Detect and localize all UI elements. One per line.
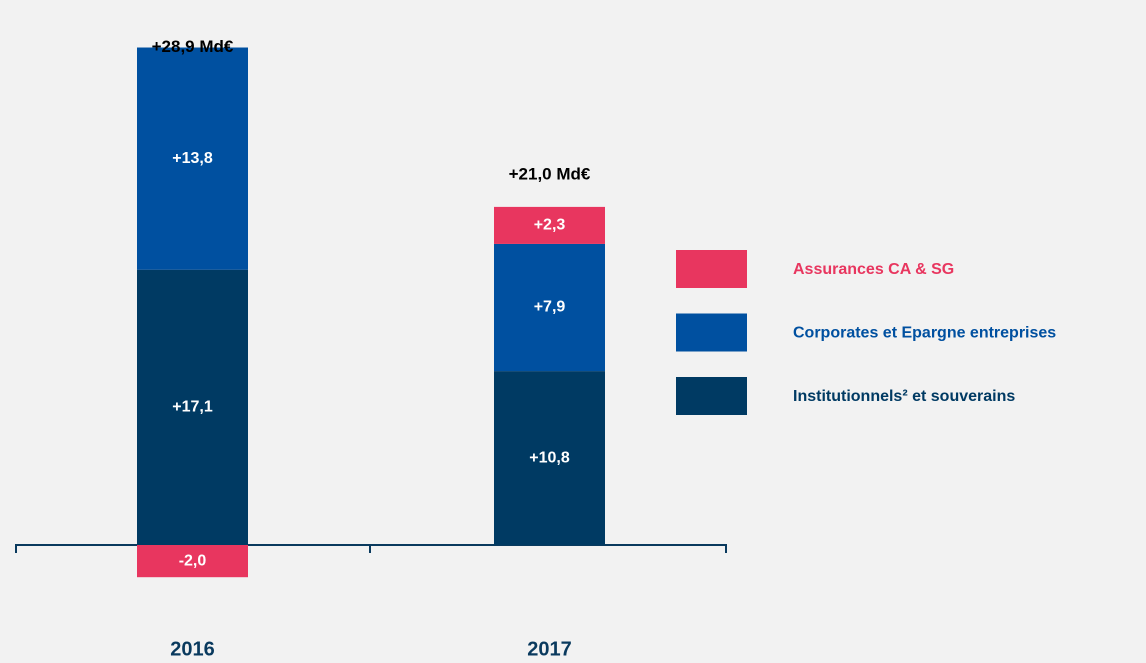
bar-segment <box>137 545 248 578</box>
legend-swatch <box>676 377 747 415</box>
value-label: +2,3 <box>534 217 566 234</box>
legend-label: Corporates et Epargne entreprises <box>793 325 1056 342</box>
legend-label: Institutionnels² et souverains <box>793 388 1015 405</box>
bar-segment <box>494 206 605 244</box>
value-label: +7,9 <box>534 299 566 316</box>
legend-swatch <box>676 250 747 288</box>
bar-segment <box>494 243 605 372</box>
bar-segment <box>137 47 248 270</box>
total-label: +21,0 Md€ <box>509 164 591 183</box>
legend-swatch <box>676 313 747 352</box>
total-label: +28,9 Md€ <box>152 37 234 56</box>
value-label: +17,1 <box>172 399 213 416</box>
axis <box>15 544 727 553</box>
legend-label: Assurances CA & SG <box>793 261 954 278</box>
value-label: -2,0 <box>179 552 207 569</box>
value-label: +13,8 <box>172 150 213 167</box>
x-tick-label: 2016 <box>170 638 215 660</box>
value-label: +10,8 <box>529 449 570 466</box>
bar-segment <box>137 269 248 545</box>
bar-segment <box>494 371 605 545</box>
x-tick-label: 2017 <box>527 638 572 660</box>
